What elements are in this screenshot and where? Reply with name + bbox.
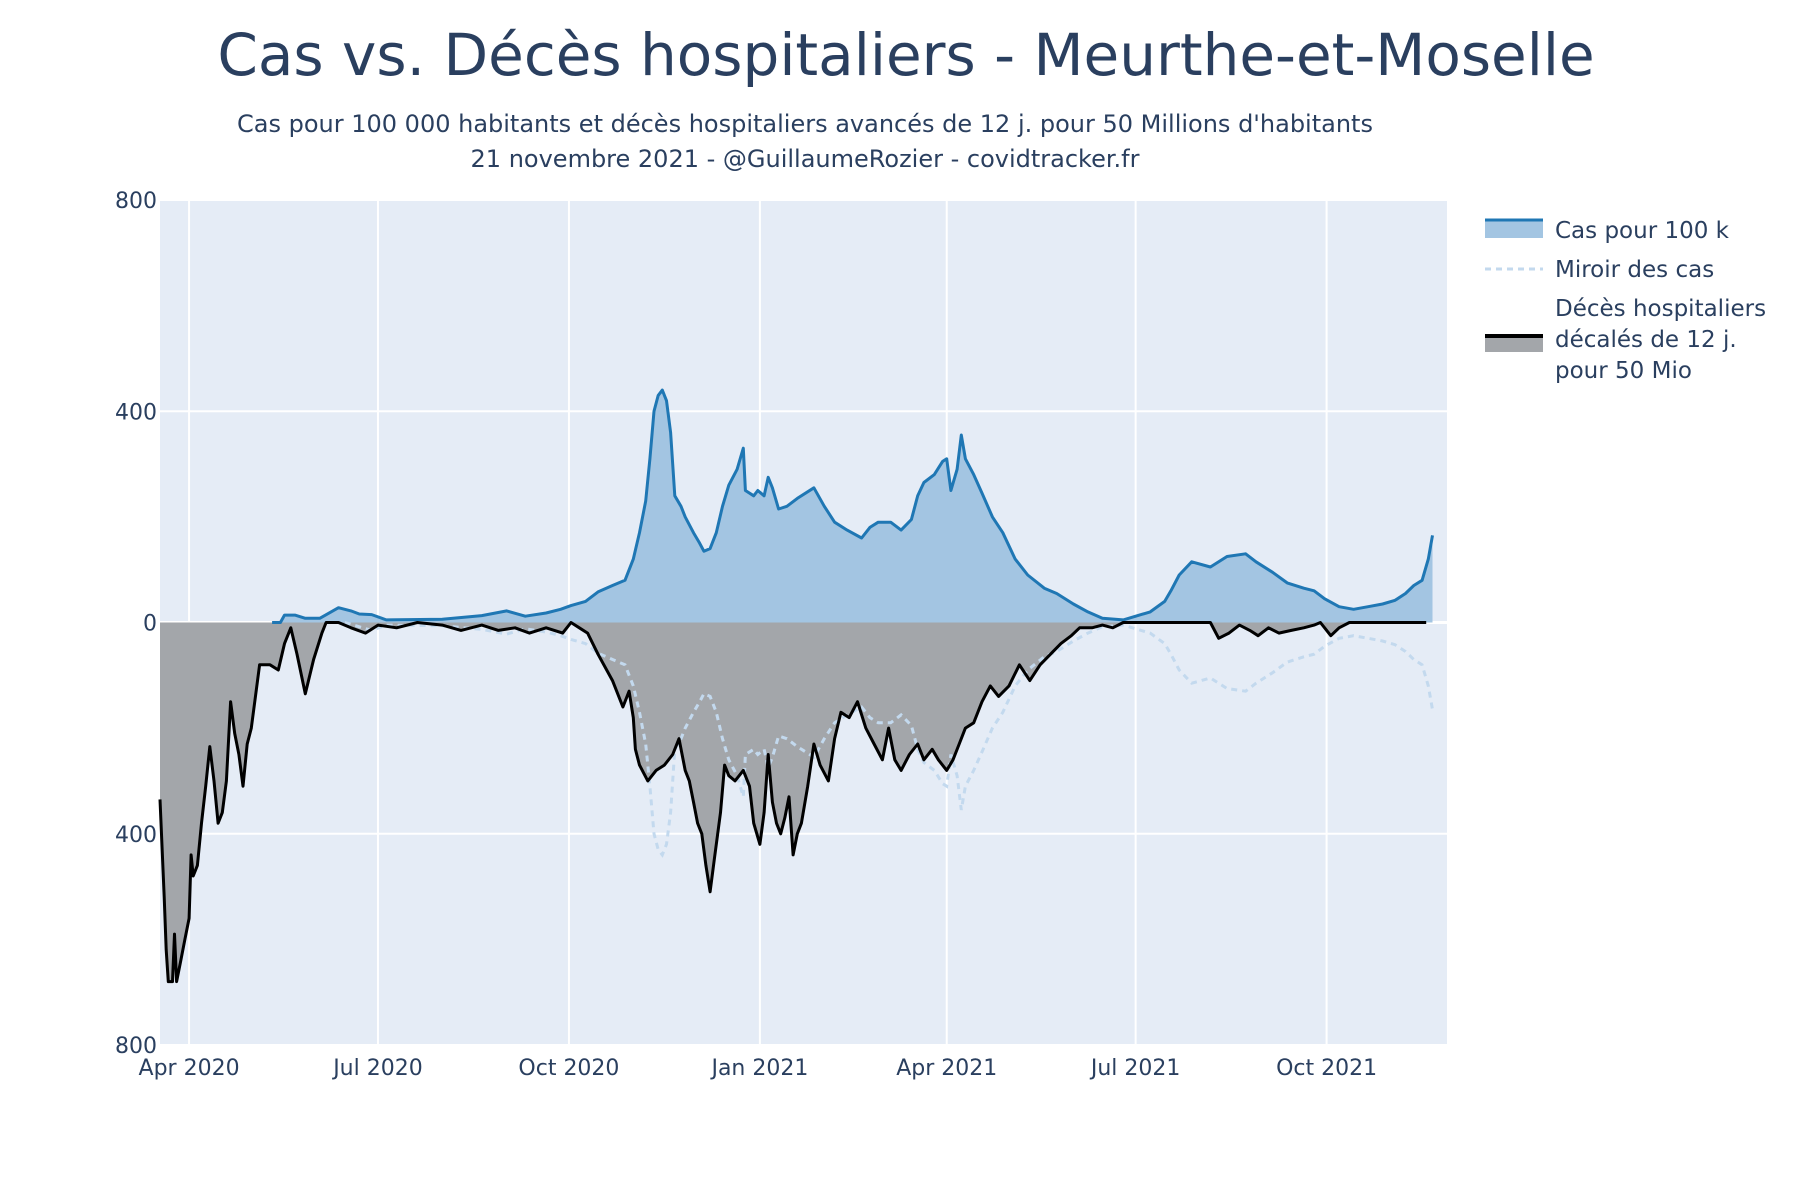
- legend-item-deaths[interactable]: Décès hospitaliers décalés de 12 j. pour…: [1485, 296, 1766, 384]
- cases-area: [272, 390, 1433, 623]
- y-tick-label: 400: [115, 400, 157, 425]
- y-tick-label: 0: [143, 612, 157, 637]
- legend: Cas pour 100 k Miroir des cas Décès hosp…: [1485, 218, 1766, 384]
- chart-title: Cas vs. Décès hospitaliers - Meurthe-et-…: [217, 21, 1594, 89]
- y-tick-label: 400: [115, 823, 157, 848]
- x-tick-label: Apr 2021: [896, 1056, 997, 1081]
- legend-deaths-label-line3: pour 50 Mio: [1555, 358, 1692, 384]
- legend-deaths-label-line2: décalés de 12 j.: [1555, 327, 1737, 353]
- cases-line: [272, 388, 1434, 624]
- x-tick-label: Oct 2021: [1276, 1056, 1377, 1081]
- legend-deaths-swatch: [1485, 336, 1543, 352]
- x-tick-label: Jul 2021: [1089, 1056, 1181, 1081]
- line-layer: [158, 388, 1434, 984]
- legend-cases-swatch: [1485, 220, 1543, 238]
- x-tick-label: Jul 2020: [331, 1056, 423, 1081]
- deaths-area: [160, 622, 1427, 982]
- legend-mirror-label: Miroir des cas: [1555, 257, 1714, 283]
- x-tick-label: Apr 2020: [139, 1056, 240, 1081]
- legend-cases-label: Cas pour 100 k: [1555, 218, 1730, 244]
- x-tick-label: Oct 2020: [518, 1056, 619, 1081]
- legend-item-cases[interactable]: Cas pour 100 k: [1485, 218, 1730, 244]
- legend-deaths-label-line1: Décès hospitaliers: [1555, 296, 1766, 322]
- area-layer: [160, 390, 1433, 982]
- y-tick-label: 800: [115, 189, 157, 214]
- x-tick-label: Jan 2021: [709, 1056, 808, 1081]
- deaths-line: [158, 621, 1427, 984]
- chart-subtitle-line2: 21 novembre 2021 - @GuillaumeRozier - co…: [471, 145, 1140, 173]
- chart-subtitle-line1: Cas pour 100 000 habitants et décès hosp…: [237, 110, 1373, 138]
- mirror-line: [344, 621, 1434, 858]
- y-tick-label: 800: [115, 1034, 157, 1059]
- legend-item-mirror[interactable]: Miroir des cas: [1485, 257, 1714, 283]
